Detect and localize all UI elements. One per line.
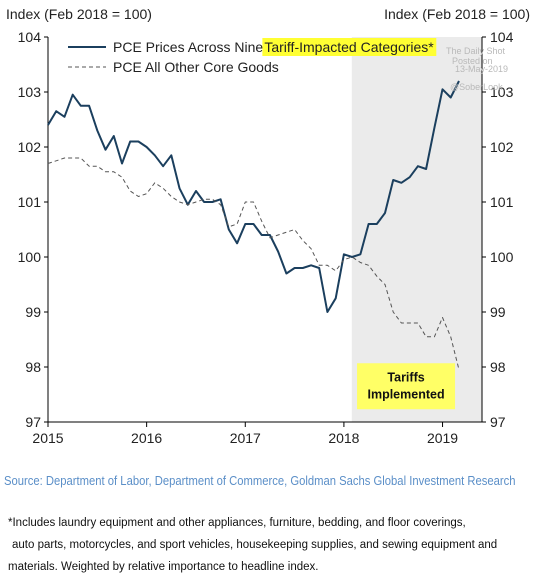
y-tick-label-right-103: 103 [490, 84, 514, 100]
y-tick-label-left-104: 104 [18, 29, 42, 45]
footnote-line-3: materials. Weighted by relative importan… [8, 561, 319, 573]
annotation-line-2: Implemented [367, 387, 444, 401]
legend-label-other-core-goods: PCE All Other Core Goods [113, 59, 279, 75]
annotation-line-1: Tariffs [387, 370, 424, 384]
tariffs-implemented-box [357, 363, 456, 410]
right-axis-title: Index (Feb 2018 = 100) [384, 6, 530, 22]
y-tick-label-left-101: 101 [18, 194, 42, 210]
watermark-date: 13-May-2019 [455, 64, 509, 74]
y-tick-label-left-98: 98 [25, 359, 41, 375]
source-note: Source: Department of Labor, Department … [4, 474, 516, 488]
y-tick-label-left-103: 103 [18, 84, 42, 100]
x-tick-label-2017: 2017 [230, 430, 261, 446]
y-tick-label-left-102: 102 [18, 139, 42, 155]
watermark-posted-on: Posted on [452, 56, 493, 66]
watermark-handle: @SoberLook [450, 82, 503, 92]
y-tick-label-left-97: 97 [25, 414, 41, 430]
footnote-line-2: auto parts, motorcycles, and sport vehic… [12, 539, 498, 551]
legend-label-tariff-impacted: PCE Prices Across Nine [113, 39, 263, 55]
x-tick-label-2016: 2016 [131, 430, 162, 446]
y-tick-label-left-99: 99 [25, 304, 41, 320]
footnote-line-1: *Includes laundry equipment and other ap… [8, 517, 466, 529]
series-line-tariff-impacted [47, 80, 460, 313]
y-tick-label-right-97: 97 [490, 414, 506, 430]
x-tick-label-2018: 2018 [328, 430, 359, 446]
y-tick-label-right-102: 102 [490, 139, 514, 155]
y-tick-label-right-99: 99 [490, 304, 506, 320]
watermark-daily-shot: The Daily Shot [446, 46, 506, 56]
x-tick-label-2019: 2019 [427, 430, 458, 446]
y-tick-label-right-104: 104 [490, 29, 514, 45]
tariff-period-shading [351, 37, 482, 422]
series-line-other-core-goods [47, 157, 460, 370]
y-tick-label-right-101: 101 [490, 194, 514, 210]
x-tick-label-2015: 2015 [32, 430, 63, 446]
legend-label-highlight: Tariff-Impacted Categories* [264, 39, 434, 55]
chart-area: 97 97 98 98 99 99 100 100 101 101 102 102 103 103 104 1… [18, 29, 514, 446]
left-axis-title: Index (Feb 2018 = 100) [6, 6, 152, 22]
legend-highlight-box [262, 38, 437, 56]
y-tick-label-right-98: 98 [490, 359, 506, 375]
y-tick-label-left-100: 100 [18, 249, 42, 265]
footnote: *Includes laundry equipment and other ap… [8, 512, 538, 578]
y-tick-label-right-100: 100 [490, 249, 514, 265]
